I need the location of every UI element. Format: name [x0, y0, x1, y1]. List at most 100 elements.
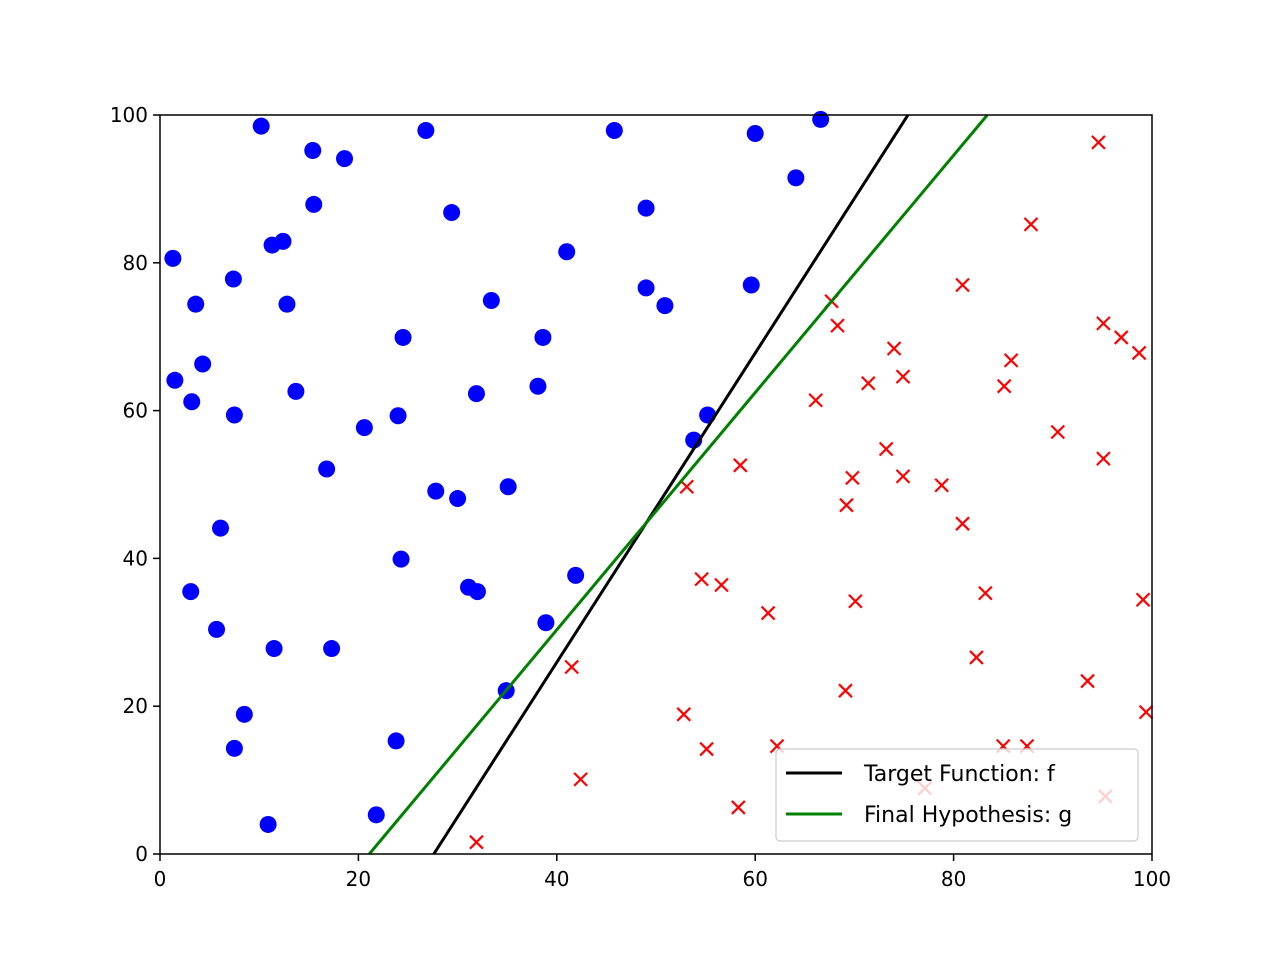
scatter-point-circle — [468, 583, 486, 601]
scatter-point-circle — [529, 377, 547, 395]
scatter-point-circle — [482, 291, 500, 309]
scatter-point-x — [878, 441, 894, 457]
scatter-point-x — [679, 479, 695, 494]
scatter-point-circle — [323, 640, 341, 658]
scatter-point-circle — [212, 519, 230, 537]
scatter-point-circle — [787, 169, 805, 187]
scatter-point-x — [1135, 592, 1151, 608]
scatter-point-circle — [164, 249, 182, 267]
scatter-point-x — [676, 707, 692, 722]
y-tick-label: 40 — [123, 546, 148, 570]
scatter-point-x — [1096, 451, 1111, 466]
legend-label-target-function: Target Function: f — [863, 762, 1056, 787]
scatter-point-circle — [656, 297, 674, 315]
scatter-point-circle — [567, 566, 585, 584]
y-tick-label: 80 — [123, 251, 148, 275]
scatter-point-x — [895, 469, 911, 484]
scatter-point-circle — [287, 382, 305, 400]
plot-background — [160, 115, 1152, 854]
scatter-point-x — [895, 369, 911, 384]
scatter-point-circle — [417, 122, 435, 140]
scatter-point-circle — [558, 243, 576, 261]
scatter-point-circle — [194, 355, 212, 373]
scatter-point-circle — [534, 328, 552, 346]
scatter-point-x — [1050, 424, 1066, 440]
scatter-point-x — [1023, 217, 1039, 232]
scatter-point-circle — [742, 276, 760, 294]
scatter-point-x — [886, 341, 902, 356]
x-tick-label: 20 — [346, 867, 371, 891]
scatter-point-x — [955, 516, 970, 531]
scatter-point-circle — [252, 117, 270, 135]
scatter-point-circle — [278, 295, 296, 313]
scatter-point-circle — [367, 806, 385, 824]
scatter-point-x — [1091, 135, 1106, 150]
scatter-point-x — [955, 277, 970, 293]
scatter-point-x — [934, 477, 949, 493]
scatter-point-x — [1113, 330, 1129, 345]
scatter-point-x — [694, 571, 709, 587]
scatter-point-circle — [637, 199, 655, 217]
target-function-line — [432, 115, 910, 854]
scatter-point-circle — [235, 705, 253, 723]
scatter-point-circle — [389, 407, 407, 425]
x-tick-label: 60 — [742, 867, 767, 891]
scatter-point-circle — [427, 482, 445, 500]
x-tick-label: 80 — [941, 867, 966, 891]
scatter-point-circle — [467, 385, 485, 403]
legend-label-final-hypothesis: Final Hypothesis: g — [864, 803, 1072, 828]
scatter-point-circle — [605, 122, 623, 140]
scatter-point-x — [969, 650, 984, 665]
scatter-point-x — [573, 772, 588, 787]
plot-frame — [159, 114, 1153, 855]
scatter-point-x — [838, 683, 853, 698]
axes: 0 20 40 60 80 100 0 20 40 60 80 100 — [110, 103, 1171, 891]
x-tick-label: 100 — [1133, 867, 1171, 891]
scatter-point-circle — [387, 732, 405, 750]
scatter-point-x — [1096, 316, 1111, 331]
scatter-point-x — [1080, 673, 1095, 689]
scatter-point-x — [830, 318, 845, 333]
scatter-point-x — [978, 585, 993, 601]
scatter-point-circle — [225, 739, 243, 757]
legend-box — [775, 748, 1139, 842]
scatter-point-x — [848, 593, 863, 609]
scatter-point-x — [469, 834, 484, 850]
y-tick-label: 60 — [123, 399, 148, 423]
plot-marks — [164, 110, 1154, 854]
scatter-point-circle — [225, 406, 243, 424]
scatter-point-circle — [274, 232, 292, 250]
scatter-point-x — [1138, 704, 1154, 720]
scatter-point-circle — [166, 371, 184, 389]
scatter-point-x — [808, 392, 823, 408]
y-tick-label: 100 — [110, 103, 148, 127]
scatter-point-circle — [812, 110, 830, 128]
scatter-point-circle — [304, 141, 322, 159]
scatter-point-circle — [746, 124, 764, 142]
scatter-point-circle — [449, 490, 467, 508]
scatter-point-x — [699, 741, 714, 757]
scatter-point-circle — [392, 550, 410, 568]
scatter-point-circle — [183, 393, 201, 411]
legend: Target Function: f Final Hypothesis: g — [775, 748, 1139, 842]
scatter-point-circle — [305, 195, 323, 213]
scatter-point-circle — [355, 419, 373, 437]
scatter-point-circle — [394, 328, 412, 346]
scatter-point-x — [733, 458, 748, 473]
scatter-point-x — [996, 378, 1012, 394]
scatter-point-x — [731, 800, 746, 815]
scatter-point-circle — [182, 583, 200, 601]
scatter-point-x — [839, 497, 854, 513]
scatter-point-circle — [259, 815, 277, 833]
scatter-point-x — [861, 375, 876, 391]
x-tick-label: 40 — [544, 867, 569, 891]
scatter-point-circle — [699, 406, 717, 424]
scatter-point-circle — [208, 620, 226, 638]
scatter-point-circle — [637, 279, 655, 297]
final-hypothesis-line — [368, 115, 989, 854]
scatter-point-x — [1003, 353, 1019, 368]
scatter-point-x — [1131, 345, 1147, 361]
y-tick-label: 0 — [135, 842, 148, 866]
scatter-point-circle — [224, 270, 242, 288]
